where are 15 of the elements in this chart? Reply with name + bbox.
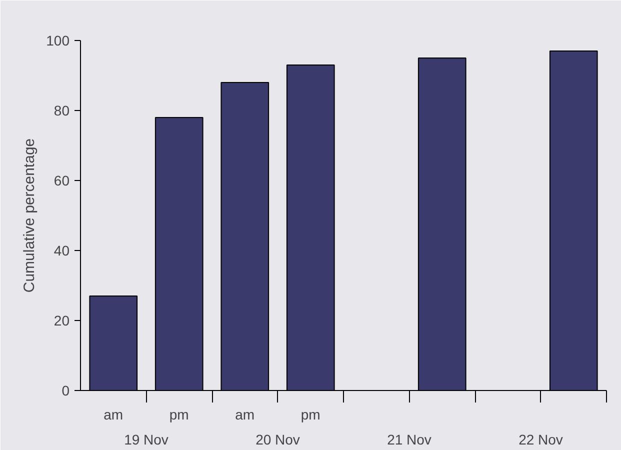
y-tick-label: 80: [54, 102, 70, 118]
text: 19 Nov: [124, 432, 168, 448]
y-tick-label: 40: [54, 242, 70, 258]
y-tick-label: 0: [62, 382, 70, 398]
text: 21 Nov: [387, 432, 432, 448]
text: 22 Nov: [518, 432, 563, 448]
y-tick-label: 20: [54, 312, 70, 328]
text: 20 Nov: [256, 432, 300, 448]
x-tick-label: am: [104, 406, 124, 422]
y-tick-label: 100: [46, 32, 70, 48]
y-axis-title: Cumulative percentage: [21, 138, 38, 293]
x-tick-label: pm: [300, 406, 320, 422]
y-tick-label: 60: [54, 172, 70, 188]
x-tick-label: am: [235, 406, 255, 422]
x-tick-label: pm: [169, 406, 189, 422]
